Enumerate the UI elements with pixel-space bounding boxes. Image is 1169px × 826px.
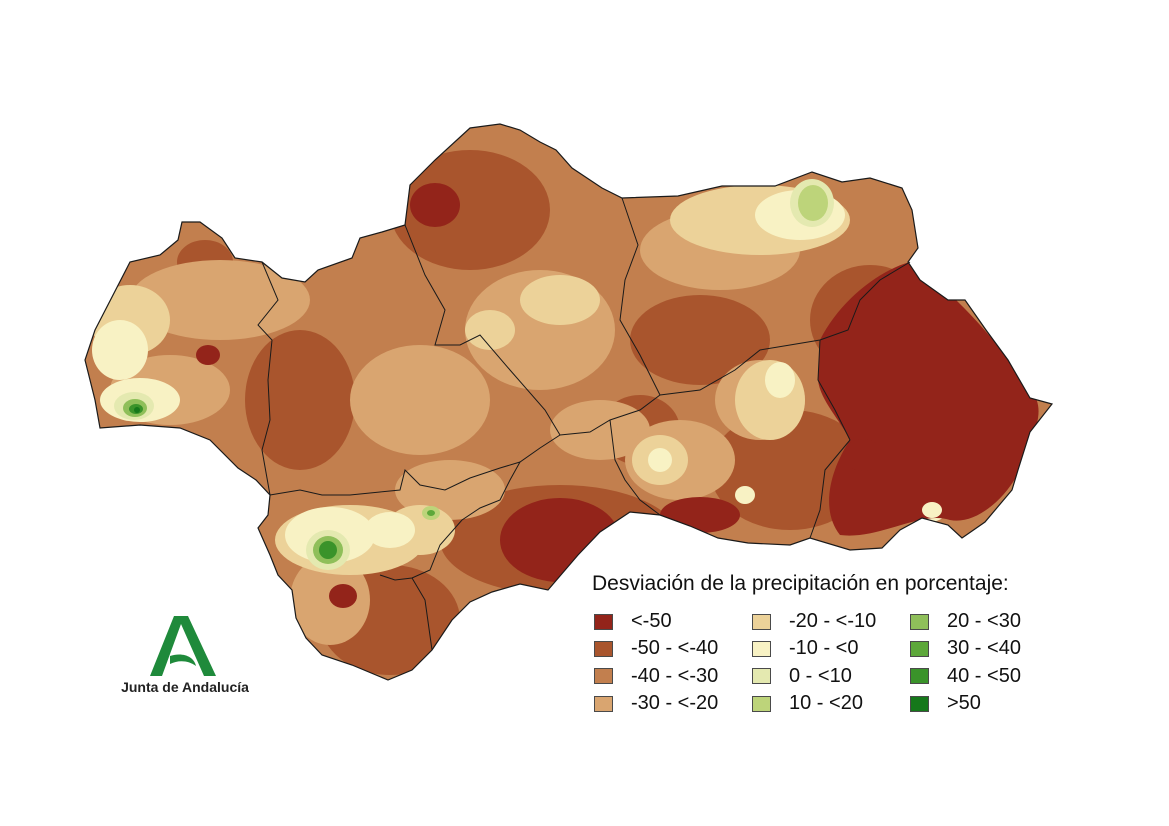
legend-label: -50 - <-40: [631, 637, 719, 660]
legend-label: -40 - <-30: [631, 664, 719, 687]
legend-swatch: [594, 640, 613, 657]
legend-item: <-50: [590, 608, 748, 635]
legend-swatch: [752, 640, 771, 657]
map-zone-positive-huelva: [114, 392, 154, 420]
map-zone-positive-cadiz: [306, 530, 350, 570]
legend-label: -10 - <0: [789, 637, 859, 660]
legend-label: >50: [947, 692, 981, 715]
legend-item: -50 - <-40: [590, 635, 748, 662]
map-zone-positive-east: [922, 502, 942, 518]
map-zone-class-1: [196, 183, 1039, 608]
legend-swatch: [752, 668, 771, 685]
legend-item: -30 - <-20: [590, 690, 748, 717]
legend-swatch: [910, 613, 929, 630]
legend-swatch: [594, 695, 613, 712]
legend-item: -10 - <0: [748, 635, 906, 662]
province-borders: [257, 197, 911, 651]
legend-item: 30 - <40: [906, 635, 1056, 662]
legend-items: <-50 -50 - <-40 -40 - <-30 -30 - <-20 -20 - …: [590, 608, 1060, 717]
legend-swatch: [752, 613, 771, 630]
legend-label: 20 - <30: [947, 610, 1021, 633]
legend-swatch: [910, 668, 929, 685]
legend-item: 20 - <30: [906, 608, 1056, 635]
legend-swatch: [594, 613, 613, 630]
logo-text: Junta de Andalucía: [121, 679, 249, 695]
legend-swatch: [910, 695, 929, 712]
legend-label: -20 - <-10: [789, 610, 877, 633]
logo-emblem-icon: [150, 616, 216, 676]
legend-item: -40 - <-30: [590, 663, 748, 690]
legend-item: >50: [906, 690, 1056, 717]
legend-label: <-50: [631, 610, 672, 633]
legend-item: 0 - <10: [748, 663, 906, 690]
legend-title: Desviación de la precipitación en porcen…: [592, 572, 1009, 595]
andalusia-outline: [84, 123, 1054, 681]
legend-label: -30 - <-20: [631, 692, 719, 715]
legend-swatch: [752, 695, 771, 712]
legend-item: -20 - <-10: [748, 608, 906, 635]
legend-label: 30 - <40: [947, 637, 1021, 660]
junta-de-andalucia-logo: Junta de Andalucía: [112, 612, 262, 702]
map-zone-positive-sierra: [422, 506, 440, 520]
map-zone-positive-north-east: [790, 179, 834, 227]
legend-swatch: [910, 640, 929, 657]
legend-label: 10 - <20: [789, 692, 863, 715]
legend: Desviación de la precipitación en porcen…: [590, 572, 1060, 717]
legend-item: 40 - <50: [906, 663, 1056, 690]
legend-swatch: [594, 668, 613, 685]
legend-label: 0 - <10: [789, 664, 852, 687]
legend-item: 10 - <20: [748, 690, 906, 717]
legend-label: 40 - <50: [947, 664, 1021, 687]
